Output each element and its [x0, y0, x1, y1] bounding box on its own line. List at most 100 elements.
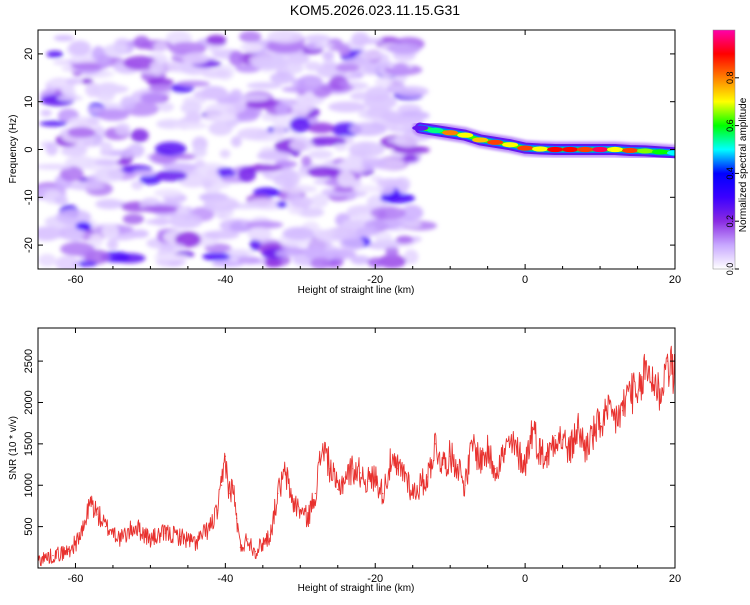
- noise-blob: [380, 111, 404, 122]
- snr-point: [269, 534, 271, 536]
- noise-blob: [211, 260, 244, 268]
- colorbar-ticks: 0.0 0.2 0.4 0.6 0.8: [725, 72, 739, 276]
- noise-blob: [120, 96, 136, 111]
- ridge-peak: [412, 125, 429, 131]
- noise-blob: [203, 230, 240, 240]
- noise-blob: [145, 218, 172, 225]
- noise-blob: [338, 43, 351, 57]
- snr-x-tick-label: -40: [217, 573, 233, 585]
- noise-blob: [339, 80, 350, 88]
- snr-point: [247, 538, 249, 540]
- snr-point: [576, 426, 579, 428]
- spectrogram-x-tick-label: 0: [522, 274, 528, 286]
- noise-blob: [130, 128, 149, 143]
- noise-blob: [350, 255, 371, 265]
- snr-point: [224, 455, 226, 457]
- snr-y-tick-label: 500: [23, 517, 35, 535]
- noise-blob: [307, 166, 340, 178]
- snr-point: [651, 377, 654, 379]
- snr-point: [284, 472, 286, 474]
- snr-point: [487, 451, 489, 453]
- noise-blob: [38, 163, 72, 170]
- noise-blob: [123, 55, 158, 71]
- noise-blob: [206, 34, 227, 46]
- noise-blob: [289, 138, 314, 152]
- colorbar-tick-label: 0.2: [725, 215, 735, 228]
- noise-blob: [337, 171, 356, 188]
- snr-point: [292, 501, 294, 503]
- snr-point: [277, 492, 279, 495]
- noise-blob: [239, 42, 264, 53]
- snr-y-tick-label: 2000: [23, 390, 35, 414]
- noise-blob: [154, 170, 188, 182]
- noise-blob: [55, 209, 92, 225]
- snr-point: [442, 463, 444, 466]
- noise-blob: [176, 80, 211, 88]
- noise-blob: [246, 82, 282, 90]
- noise-blob: [64, 155, 96, 170]
- noise-blob: [157, 102, 175, 112]
- noise-blob: [117, 159, 131, 166]
- snr-point: [599, 422, 601, 424]
- spectrogram-y-tick-label: 20: [23, 48, 35, 60]
- snr-y-ticks: 500 1000 1500 2000 2500: [23, 349, 675, 536]
- ridge-peak: [622, 147, 639, 154]
- snr-point: [509, 443, 511, 445]
- noise-blob: [239, 30, 262, 43]
- noise-blob: [40, 109, 52, 117]
- noise-blob: [219, 218, 254, 233]
- noise-blob: [174, 231, 202, 248]
- noise-blob: [328, 101, 366, 113]
- snr-point: [344, 476, 346, 478]
- noise-blob: [352, 185, 384, 193]
- noise-blob: [310, 257, 332, 269]
- noise-blob: [172, 121, 208, 130]
- noise-blob: [168, 41, 207, 56]
- noise-blob: [377, 254, 407, 269]
- noise-blob: [154, 141, 187, 156]
- noise-blob: [289, 117, 311, 133]
- noise-blob: [55, 255, 80, 269]
- noise-blob: [292, 101, 315, 113]
- noise-blob: [54, 195, 69, 206]
- noise-blob: [273, 172, 301, 188]
- noise-blob: [304, 61, 322, 72]
- snr-point: [89, 501, 92, 503]
- snr-point: [629, 385, 631, 387]
- noise-blob: [193, 89, 230, 100]
- noise-blob: [386, 43, 421, 55]
- colorbar-tick-label: 0.4: [725, 167, 735, 180]
- snr-point: [367, 480, 369, 482]
- noise-blob: [168, 213, 203, 229]
- ridge-peak: [457, 132, 474, 138]
- noise-blob: [38, 226, 60, 242]
- snr-point: [337, 488, 339, 490]
- noise-blob: [146, 78, 174, 87]
- noise-blob: [237, 166, 257, 183]
- noise-blob: [393, 145, 431, 155]
- snr-x-tick-label: 20: [669, 573, 681, 585]
- noise-blob: [101, 223, 120, 240]
- snr-point: [52, 554, 54, 557]
- snr-point: [412, 492, 414, 495]
- snr-point: [449, 455, 451, 457]
- noise-blob: [267, 30, 304, 44]
- snr-point: [74, 542, 77, 544]
- noise-blob: [153, 188, 182, 198]
- noise-blob: [153, 41, 169, 52]
- snr-point: [307, 517, 309, 519]
- colorbar-tick-label: 0.0: [725, 263, 735, 276]
- noise-blob: [115, 123, 131, 136]
- noise-blob: [81, 78, 94, 85]
- snr-point: [299, 509, 301, 511]
- snr-point: [547, 455, 549, 457]
- noise-blob: [367, 257, 385, 268]
- snr-point: [427, 476, 429, 478]
- snr-point: [502, 455, 504, 457]
- noise-blob: [249, 238, 261, 251]
- snr-point: [464, 484, 466, 486]
- noise-blob: [230, 135, 242, 148]
- noise-blob: [127, 143, 145, 158]
- noise-blob: [75, 221, 92, 231]
- ridge-peak: [607, 146, 624, 153]
